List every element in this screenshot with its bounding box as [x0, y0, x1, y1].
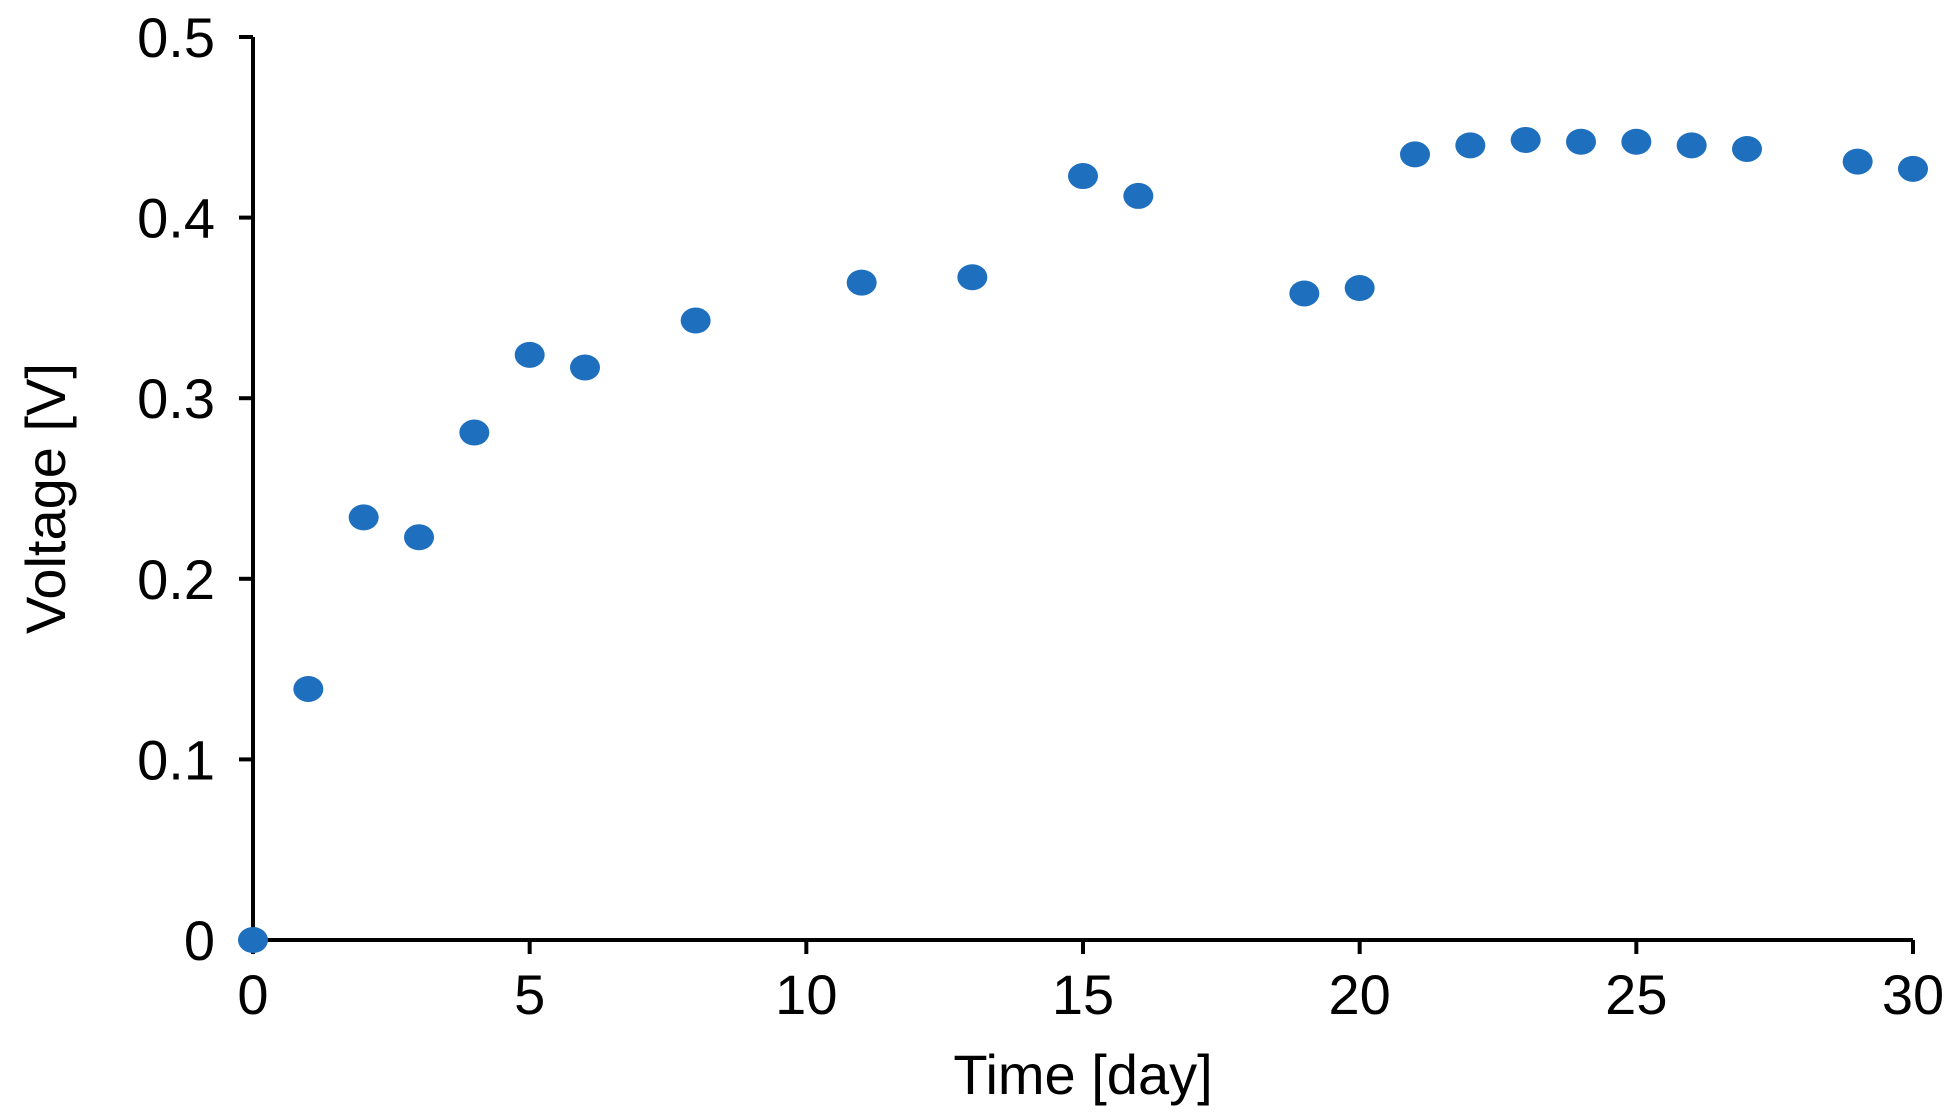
x-tick-label: 15	[1052, 963, 1114, 1026]
data-point	[514, 341, 545, 368]
x-tick-label: 30	[1882, 963, 1944, 1026]
data-point	[1455, 132, 1486, 159]
data-point	[1068, 163, 1098, 190]
data-point	[1123, 182, 1154, 209]
y-tick-label: 0.2	[137, 548, 215, 611]
x-axis-title: Time [day]	[953, 1043, 1212, 1106]
x-tick-label: 0	[237, 963, 268, 1026]
data-point	[1676, 132, 1707, 159]
x-tick-label: 5	[514, 963, 545, 1026]
x-tick-label: 10	[775, 963, 837, 1026]
data-point	[459, 419, 490, 446]
data-point	[1732, 135, 1762, 162]
data-point	[1566, 128, 1596, 155]
y-tick-label: 0.4	[137, 187, 215, 250]
x-tick-label: 20	[1329, 963, 1391, 1026]
data-points	[238, 126, 1928, 953]
y-tick-label: 0.5	[137, 6, 215, 69]
data-point	[293, 675, 324, 702]
data-point	[570, 354, 600, 381]
data-point	[1510, 126, 1541, 153]
data-point	[1344, 275, 1375, 302]
y-axis-title: Voltage [V]	[14, 363, 77, 634]
data-point	[348, 504, 379, 531]
data-point	[1289, 280, 1320, 307]
x-tick-label: 25	[1605, 963, 1667, 1026]
data-point	[1898, 155, 1928, 182]
y-tick-label: 0	[184, 909, 215, 972]
y-tick-label: 0.1	[137, 728, 215, 791]
x-axis-ticks: 0 5 10 15 20 25 30	[237, 940, 1944, 1026]
data-point	[846, 269, 877, 296]
data-point	[680, 307, 711, 334]
y-axis-ticks: 0 0.1 0.2 0.3 0.4 0.5	[137, 6, 253, 972]
data-point	[1400, 141, 1430, 168]
data-point	[1621, 128, 1652, 155]
data-point	[1842, 148, 1873, 175]
data-point	[404, 524, 434, 551]
data-point	[238, 927, 268, 953]
data-point	[957, 264, 988, 291]
axes	[251, 37, 1913, 942]
y-tick-label: 0.3	[137, 367, 215, 430]
